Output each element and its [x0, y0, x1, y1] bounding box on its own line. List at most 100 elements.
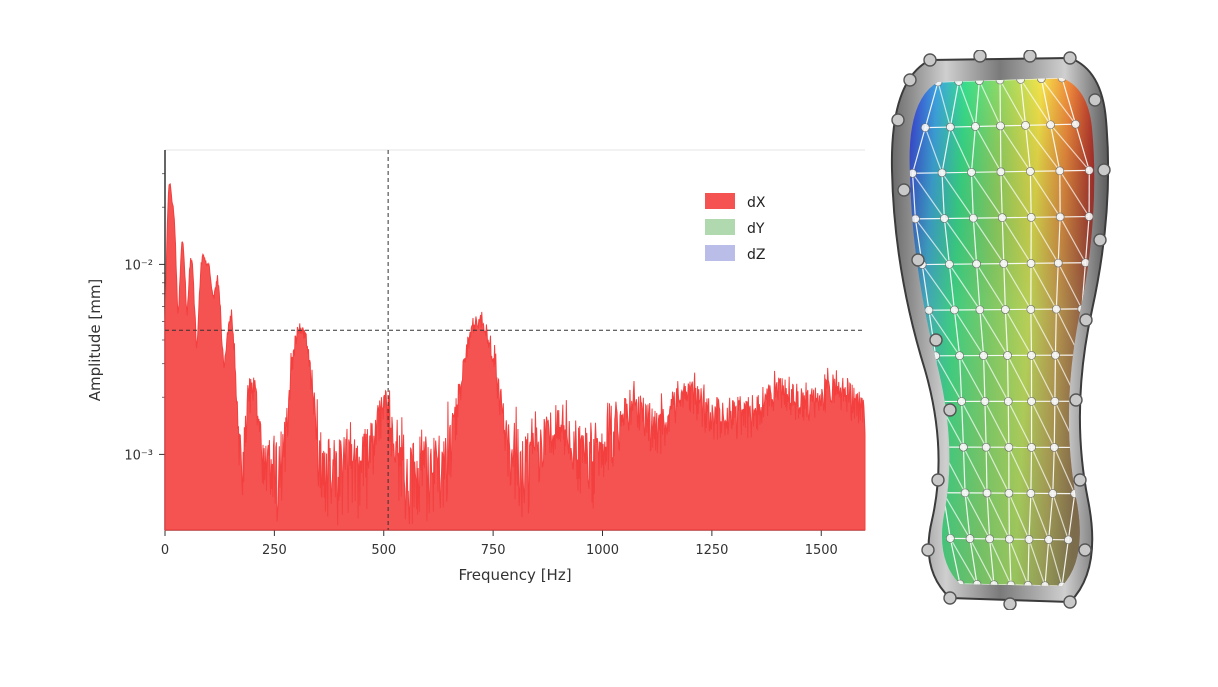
mesh-node: [1085, 166, 1093, 174]
mesh-node: [1004, 397, 1012, 405]
frame-marker: [904, 74, 916, 86]
mesh-node: [1022, 121, 1030, 129]
mesh-node: [1085, 213, 1093, 221]
mesh-node: [986, 535, 994, 543]
figure-stage: 0 250 500 750 1000 1250 1500 Frequency [Hz] 10⁻³…: [0, 0, 1218, 687]
mesh-node: [973, 260, 981, 268]
frame-marker: [932, 474, 944, 486]
frame-marker: [1064, 52, 1076, 64]
mesh-node: [950, 306, 958, 314]
mesh-node: [980, 352, 988, 360]
svg-text:1250: 1250: [695, 543, 728, 558]
mesh-node: [976, 306, 984, 314]
mesh-node: [959, 443, 967, 451]
frame-marker: [912, 254, 924, 266]
mesh-node: [966, 535, 974, 543]
frame-marker: [1089, 94, 1101, 106]
frame-marker: [944, 404, 956, 416]
mesh-node: [1025, 535, 1033, 543]
svg-text:10⁻³: 10⁻³: [124, 448, 153, 463]
mesh-node: [1045, 536, 1053, 544]
mesh-node: [958, 397, 966, 405]
legend: dX dY dZ: [705, 193, 766, 263]
svg-text:0: 0: [161, 543, 169, 558]
frame-marker: [1004, 598, 1016, 610]
legend-item: dX: [705, 193, 766, 211]
svg-text:1500: 1500: [805, 543, 838, 558]
frame-marker: [944, 592, 956, 604]
frame-marker: [1070, 394, 1082, 406]
mesh-node: [1056, 167, 1064, 175]
mesh-node: [1027, 213, 1035, 221]
frame-marker: [974, 50, 986, 62]
mesh-node: [1026, 167, 1034, 175]
mesh-node: [1051, 397, 1059, 405]
mesh-node: [946, 123, 954, 131]
mesh-node: [925, 306, 933, 314]
mesh-node: [1001, 306, 1009, 314]
mesh-node: [1049, 489, 1057, 497]
mesh-node: [983, 489, 991, 497]
frame-marker: [924, 54, 936, 66]
mesh-node: [1027, 351, 1035, 359]
frame-marker: [1079, 544, 1091, 556]
svg-text:dY: dY: [747, 221, 765, 237]
svg-text:dX: dX: [747, 195, 766, 211]
frame-marker: [1064, 596, 1076, 608]
blade-mesh-graphic: [870, 50, 1130, 610]
frame-marker: [892, 114, 904, 126]
mesh-node: [1056, 213, 1064, 221]
legend-item: dY: [705, 219, 765, 237]
mesh-node: [1051, 351, 1059, 359]
mesh-node: [1027, 489, 1035, 497]
legend-item: dZ: [705, 245, 765, 263]
mesh-node: [998, 214, 1006, 222]
svg-text:dZ: dZ: [747, 247, 765, 263]
ylabel: Amplitude [mm]: [86, 279, 104, 402]
mesh-node: [1052, 305, 1060, 313]
xlabel: Frequency [Hz]: [458, 566, 571, 584]
svg-text:500: 500: [371, 543, 396, 558]
mesh-node: [1027, 305, 1035, 313]
mesh-node: [971, 122, 979, 130]
mesh-node: [1005, 535, 1013, 543]
mesh-node: [961, 489, 969, 497]
svg-text:1000: 1000: [586, 543, 619, 558]
mesh-node: [1005, 489, 1013, 497]
mesh-node: [982, 443, 990, 451]
mesh-node: [1028, 443, 1036, 451]
mesh-node: [996, 122, 1004, 130]
mesh-node: [1050, 443, 1058, 451]
mesh-node: [1027, 259, 1035, 267]
mesh-node: [1000, 260, 1008, 268]
frame-marker: [922, 544, 934, 556]
mesh-node: [967, 168, 975, 176]
mesh-node: [921, 124, 929, 132]
mesh-node: [969, 214, 977, 222]
mesh-node: [945, 260, 953, 268]
mesh-node: [1028, 397, 1036, 405]
mesh-node: [1064, 536, 1072, 544]
frame-marker: [930, 334, 942, 346]
mesh-node: [1005, 443, 1013, 451]
mesh-node: [940, 215, 948, 223]
mesh-node: [981, 397, 989, 405]
svg-text:750: 750: [481, 543, 506, 558]
svg-text:250: 250: [262, 543, 287, 558]
mesh-node: [956, 352, 964, 360]
mesh-node: [938, 169, 946, 177]
mesh-node: [911, 215, 919, 223]
frame-marker: [1094, 234, 1106, 246]
mesh-node: [1004, 351, 1012, 359]
svg-text:10⁻²: 10⁻²: [124, 258, 153, 273]
mesh-node: [1072, 120, 1080, 128]
mesh-node: [997, 168, 1005, 176]
frame-marker: [1074, 474, 1086, 486]
mesh-node: [946, 534, 954, 542]
frame-marker: [1024, 50, 1036, 62]
mesh-node: [1047, 121, 1055, 129]
mesh-node: [1054, 259, 1062, 267]
frame-marker: [898, 184, 910, 196]
frame-marker: [1080, 314, 1092, 326]
frame-marker: [1098, 164, 1110, 176]
